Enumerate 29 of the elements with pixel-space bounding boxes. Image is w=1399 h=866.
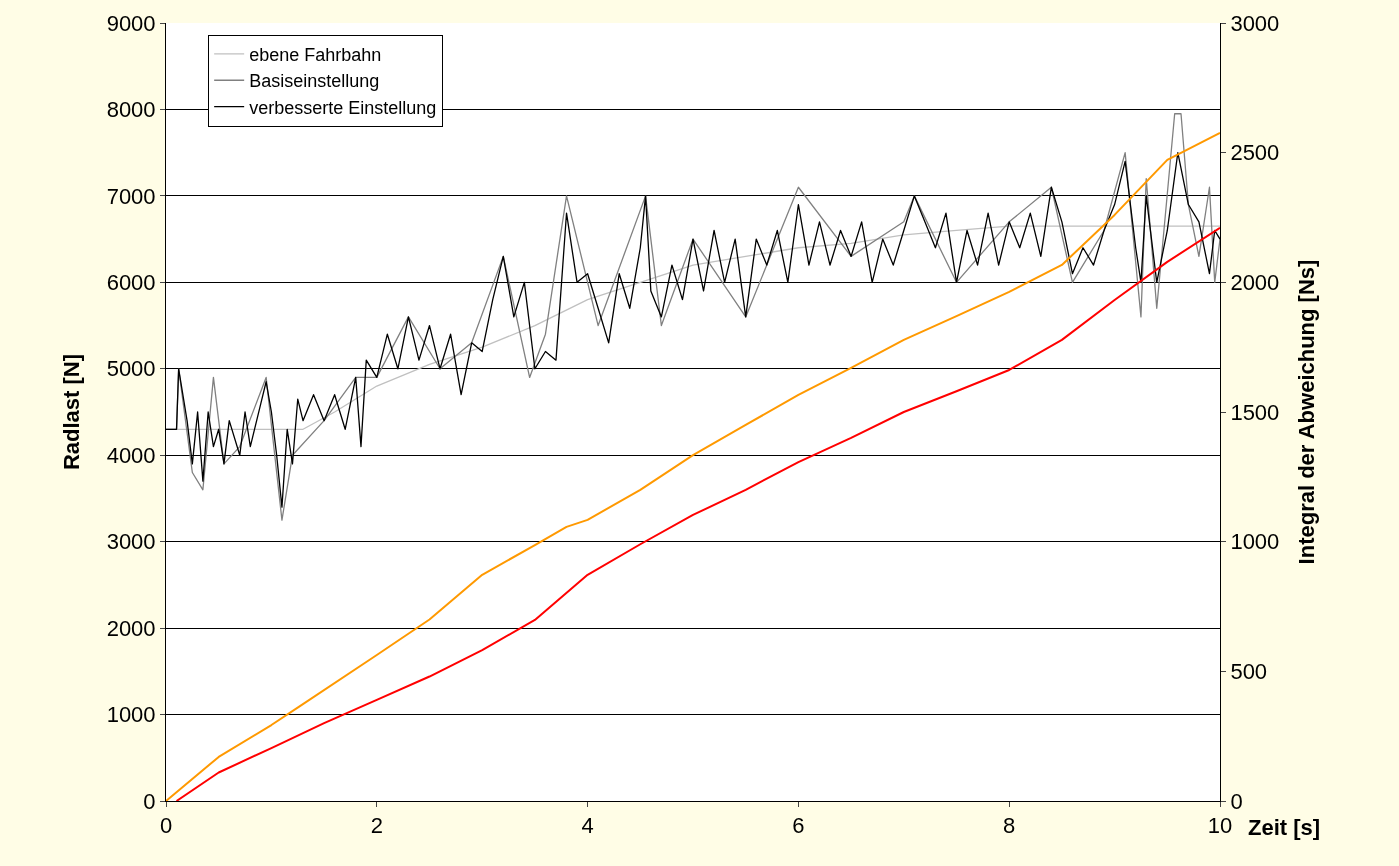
y-tick-label: 6000	[106, 270, 156, 296]
x-tick-label: 6	[792, 813, 805, 839]
y-tick-label: 9000	[106, 10, 156, 36]
y-axis-title: Radlast [N]	[59, 353, 85, 471]
x-tick-label: 0	[159, 813, 173, 839]
y-tick-label: 4000	[106, 442, 156, 468]
y2-tick-label: 2000	[1230, 270, 1280, 296]
y2-tick-label: 2500	[1230, 140, 1280, 166]
y2-tick-label: 3000	[1230, 10, 1280, 36]
y-tick-label: 2000	[106, 615, 156, 641]
y-tick-label: 8000	[106, 97, 156, 123]
legend-label: Basiseinstellung	[249, 71, 380, 92]
legend-label: verbesserte Einstellung	[249, 97, 437, 118]
x-tick-label: 4	[581, 813, 594, 839]
y2-tick-label: 1500	[1230, 399, 1280, 425]
x-tick-label: 8	[1003, 813, 1016, 839]
y2-tick-label: 500	[1230, 659, 1268, 685]
x-tick-label: 10	[1207, 813, 1233, 839]
legend-label: ebene Fahrbahn	[249, 44, 382, 65]
x-axis-title: Zeit [s]	[1248, 815, 1321, 840]
y2-tick-label: 1000	[1230, 529, 1280, 555]
y-tick-label: 1000	[106, 702, 156, 728]
y2-axis-title: Integral der Abweichung [Ns]	[1294, 259, 1320, 565]
x-tick-label: 2	[370, 813, 383, 839]
y-tick-label: 7000	[106, 183, 156, 209]
y-tick-label: 0	[143, 788, 156, 814]
y-tick-label: 5000	[106, 356, 156, 382]
y-tick-label: 3000	[106, 529, 156, 555]
y2-tick-label: 0	[1230, 788, 1243, 814]
